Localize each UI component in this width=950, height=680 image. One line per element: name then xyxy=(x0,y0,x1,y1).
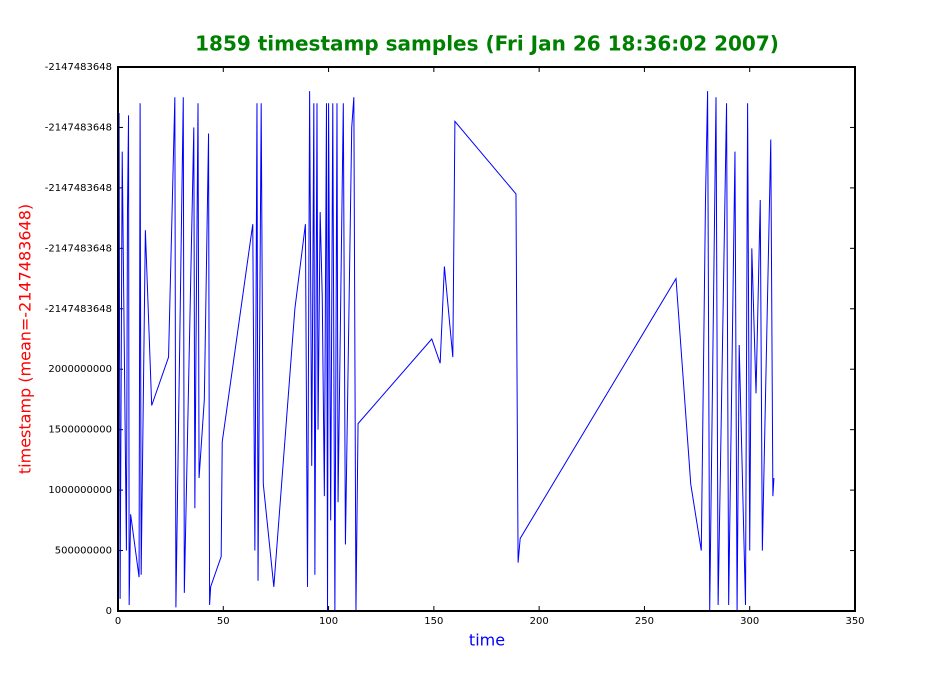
y-tick-label: -2147483648 xyxy=(45,304,112,315)
y-tick-label: 1000000000 xyxy=(48,485,112,496)
y-tick-label: 500000000 xyxy=(55,546,112,557)
x-tick-label: 50 xyxy=(217,616,230,627)
x-tick-label: 100 xyxy=(319,616,338,627)
x-tick-label: 250 xyxy=(635,616,654,627)
y-tick-label: 2000000000 xyxy=(48,364,112,375)
plot-frame xyxy=(117,66,856,612)
y-tick-label: 1500000000 xyxy=(48,425,112,436)
x-axis-label: time xyxy=(469,631,505,650)
y-tick-label: 0 xyxy=(106,606,112,617)
plot-area xyxy=(118,67,855,611)
y-tick-label: -2147483648 xyxy=(45,183,112,194)
x-tick-label: 150 xyxy=(424,616,443,627)
y-tick-label: -2147483648 xyxy=(45,62,112,73)
x-tick-label: 350 xyxy=(845,616,864,627)
y-axis-label: timestamp (mean=-2147483648) xyxy=(16,204,35,474)
y-tick-label: -2147483648 xyxy=(45,243,112,254)
x-tick-label: 300 xyxy=(740,616,759,627)
y-tick-label: -2147483648 xyxy=(45,122,112,133)
x-tick-label: 0 xyxy=(115,616,121,627)
x-tick-label: 200 xyxy=(530,616,549,627)
chart-title: 1859 timestamp samples (Fri Jan 26 18:36… xyxy=(195,32,779,56)
data-line xyxy=(117,91,775,612)
